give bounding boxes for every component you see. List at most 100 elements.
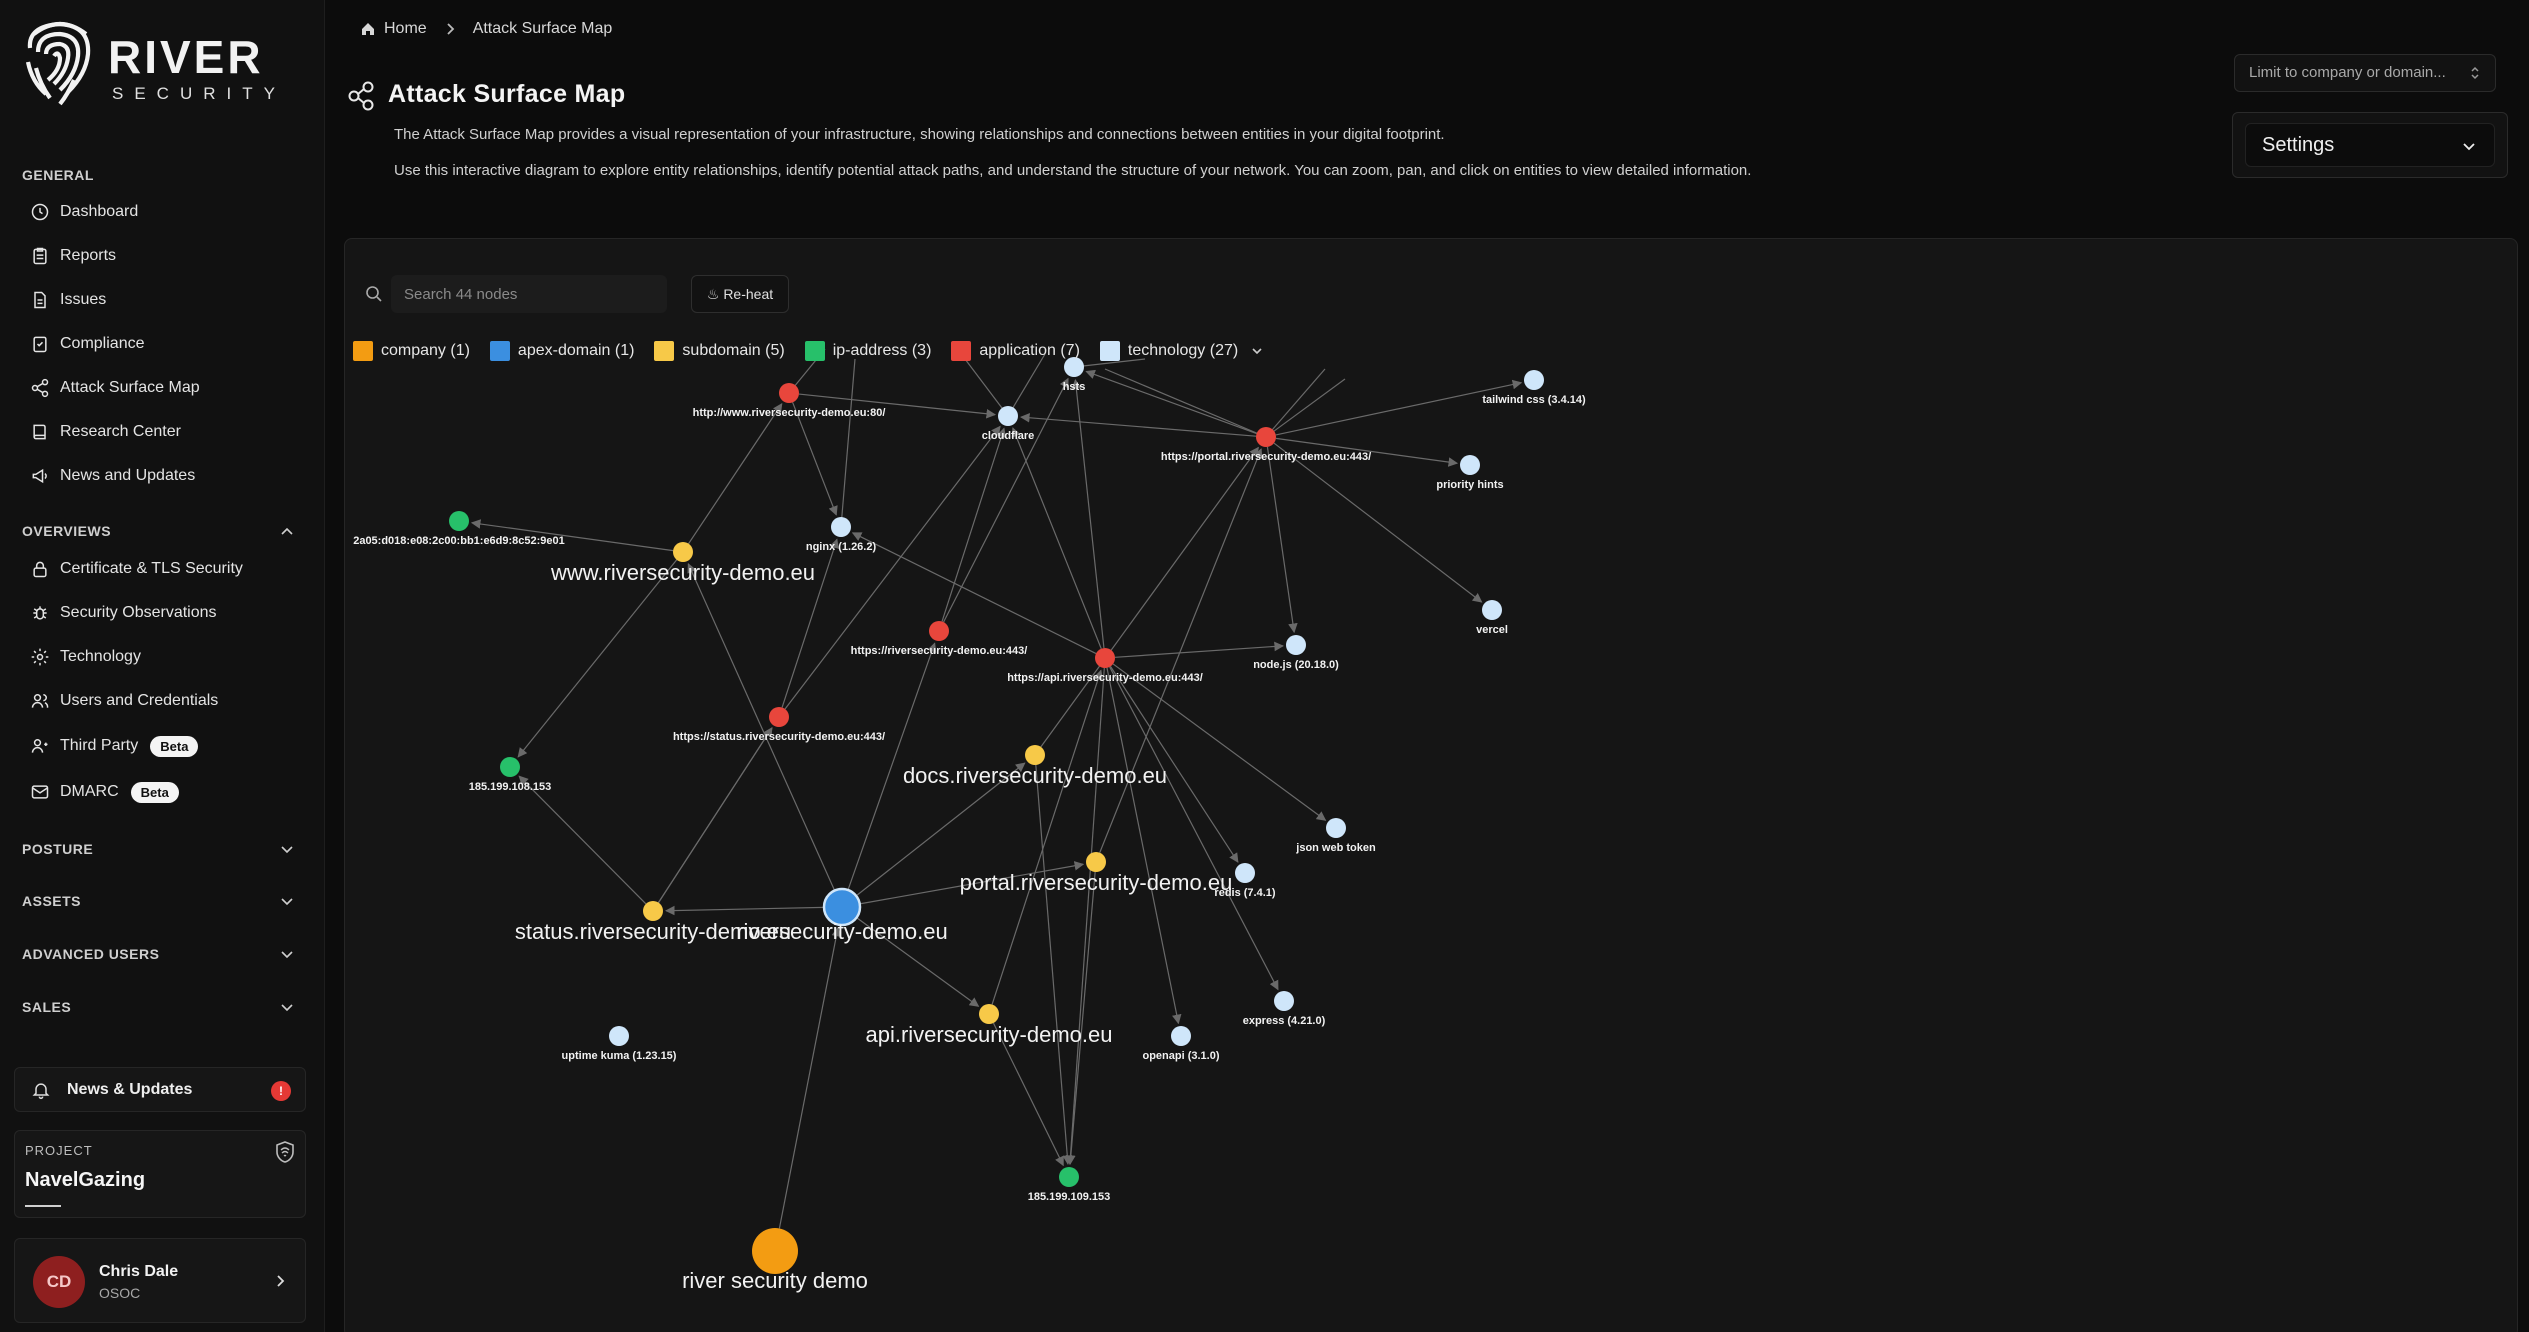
sidebar-item-attack-surface-map[interactable]: Attack Surface Map <box>22 370 312 406</box>
chevron-down-icon[interactable] <box>280 894 294 908</box>
graph-node-ip1[interactable]: 2a05:d018:e08:2c00:bb1:e6d9:8c52:9e01 <box>353 511 565 547</box>
graph-edge <box>518 775 647 905</box>
sidebar-item-technology[interactable]: Technology <box>22 639 312 675</box>
breadcrumb-home[interactable]: Home <box>384 20 427 37</box>
graph-node-t-vercel[interactable]: vercel <box>1476 600 1508 636</box>
node-circle[interactable] <box>752 1228 798 1274</box>
legend-ip-address[interactable]: ip-address (3) <box>804 341 931 361</box>
node-circle[interactable] <box>1274 991 1294 1011</box>
breadcrumb-current[interactable]: Attack Surface Map <box>472 20 613 37</box>
section-overviews[interactable]: OVERVIEWS <box>22 523 112 539</box>
chevron-down-icon[interactable] <box>280 947 294 961</box>
limit-filter-select[interactable]: Limit to company or domain... <box>2234 54 2496 92</box>
graph-node-docs[interactable]: docs.riversecurity-demo.eu <box>903 745 1167 788</box>
graph-node-t-hsts[interactable]: hsts <box>1063 357 1086 393</box>
graph-node-t-node[interactable]: node.js (20.18.0) <box>1253 635 1339 671</box>
node-circle[interactable] <box>1326 818 1346 838</box>
node-circle[interactable] <box>1025 745 1045 765</box>
graph-node-api[interactable]: api.riversecurity-demo.eu <box>866 1004 1113 1047</box>
attack-surface-graph[interactable]: river security demo riversecurity-demo.eu… <box>345 239 2518 1332</box>
sidebar-item-news-and-updates[interactable]: News and Updates <box>22 458 312 494</box>
node-circle[interactable] <box>449 511 469 531</box>
legend-application[interactable]: application (7) <box>951 341 1080 361</box>
node-circle[interactable] <box>1235 863 1255 883</box>
home-icon[interactable] <box>360 21 376 37</box>
node-circle[interactable] <box>769 707 789 727</box>
sidebar-item-research-center[interactable]: Research Center <box>22 414 312 450</box>
chevron-down-icon[interactable] <box>1250 344 1264 358</box>
graph-node-t-express[interactable]: express (4.21.0) <box>1243 991 1326 1027</box>
graph-node-company[interactable]: river security demo <box>682 1228 868 1293</box>
node-circle[interactable] <box>979 1004 999 1024</box>
node-search-input[interactable] <box>391 275 667 313</box>
graph-node-t-nginx[interactable]: nginx (1.26.2) <box>806 517 877 553</box>
graph-node-app-portal[interactable]: https://portal.riversecurity-demo.eu:443… <box>1161 427 1371 463</box>
user-menu[interactable]: CD Chris Dale OSOC <box>14 1238 306 1323</box>
sidebar-item-certificate-tls[interactable]: Certificate & TLS Security <box>22 551 312 587</box>
graph-node-app-status[interactable]: https://status.riversecurity-demo.eu:443… <box>673 707 885 743</box>
graph-node-app-www80[interactable]: http://www.riversecurity-demo.eu:80/ <box>693 383 886 419</box>
node-circle[interactable] <box>1286 635 1306 655</box>
sidebar-item-reports[interactable]: Reports <box>22 238 312 274</box>
graph-node-apex[interactable]: riversecurity-demo.eu <box>736 887 948 944</box>
sidebar-item-users-and-credentials[interactable]: Users and Credentials <box>22 683 312 719</box>
sidebar-item-dmarc[interactable]: DMARC Beta <box>22 774 312 810</box>
node-circle[interactable] <box>1059 1167 1079 1187</box>
sidebar-item-dashboard[interactable]: Dashboard <box>22 194 312 230</box>
node-circle[interactable] <box>1095 648 1115 668</box>
node-label: node.js (20.18.0) <box>1253 659 1339 671</box>
graph-node-t-redis[interactable]: redis (7.4.1) <box>1214 863 1276 899</box>
node-circle[interactable] <box>500 757 520 777</box>
node-circle[interactable] <box>1086 852 1106 872</box>
node-circle[interactable] <box>929 621 949 641</box>
river-security-logo[interactable]: RIVER SECURITY <box>24 18 275 108</box>
graph-node-t-priority[interactable]: priority hints <box>1436 455 1504 491</box>
project-selector[interactable]: PROJECT NavelGazing <box>14 1130 306 1218</box>
node-circle[interactable] <box>822 887 862 927</box>
chevron-up-icon[interactable] <box>280 524 294 538</box>
node-circle[interactable] <box>1256 427 1276 447</box>
graph-node-t-jwt[interactable]: json web token <box>1295 818 1376 854</box>
graph-node-app-main[interactable]: https://riversecurity-demo.eu:443/ <box>851 621 1028 657</box>
node-circle[interactable] <box>609 1026 629 1046</box>
section-assets[interactable]: ASSETS <box>22 893 82 909</box>
legend-apex-domain[interactable]: apex-domain (1) <box>489 341 634 361</box>
graph-node-ip2[interactable]: 185.199.108.153 <box>469 757 552 793</box>
node-circle[interactable] <box>1064 357 1084 377</box>
node-circle[interactable] <box>643 901 663 921</box>
node-circle[interactable] <box>1460 455 1480 475</box>
legend-company[interactable]: company (1) <box>353 341 470 361</box>
reheat-button[interactable]: ♨ Re-heat <box>691 275 789 313</box>
section-advanced-users[interactable]: ADVANCED USERS <box>22 946 160 962</box>
graph-node-portal[interactable]: portal.riversecurity-demo.eu <box>960 852 1233 895</box>
sidebar-item-issues[interactable]: Issues <box>22 282 312 318</box>
node-circle[interactable] <box>779 383 799 403</box>
node-circle[interactable] <box>1171 1026 1191 1046</box>
sidebar-item-compliance[interactable]: Compliance <box>22 326 312 362</box>
graph-node-ip3[interactable]: 185.199.109.153 <box>1028 1167 1111 1203</box>
graph-node-www[interactable]: www.riversecurity-demo.eu <box>550 542 815 585</box>
section-posture[interactable]: POSTURE <box>22 841 94 857</box>
sidebar-item-third-party[interactable]: Third Party Beta <box>22 728 312 764</box>
graph-node-t-uptime[interactable]: uptime kuma (1.23.15) <box>562 1026 677 1062</box>
legend-label: subdomain (5) <box>682 342 785 359</box>
legend-technology[interactable]: technology (27) <box>1099 341 1238 361</box>
graph-node-t-tailwind[interactable]: tailwind css (3.4.14) <box>1482 370 1586 406</box>
sidebar-item-security-observations[interactable]: Security Observations <box>22 595 312 631</box>
graph-node-status[interactable]: status.riversecurity-demo.eu <box>515 901 791 944</box>
graph-node-t-cloudflare[interactable]: cloudflare <box>982 406 1035 442</box>
graph-node-app-api[interactable]: https://api.riversecurity-demo.eu:443/ <box>1007 648 1203 684</box>
section-sales[interactable]: SALES <box>22 999 72 1015</box>
node-circle[interactable] <box>998 406 1018 426</box>
node-circle[interactable] <box>673 542 693 562</box>
graph-node-t-openapi[interactable]: openapi (3.1.0) <box>1142 1026 1220 1062</box>
news-updates-box[interactable]: News & Updates ! <box>14 1067 306 1112</box>
chevron-down-icon[interactable] <box>280 1000 294 1014</box>
chevron-down-icon[interactable] <box>280 842 294 856</box>
legend-subdomain[interactable]: subdomain (5) <box>654 341 785 361</box>
node-circle[interactable] <box>1482 600 1502 620</box>
settings-dropdown[interactable]: Settings <box>2245 123 2495 167</box>
node-circle[interactable] <box>1524 370 1544 390</box>
node-circle[interactable] <box>831 517 851 537</box>
search-icon <box>366 286 382 302</box>
